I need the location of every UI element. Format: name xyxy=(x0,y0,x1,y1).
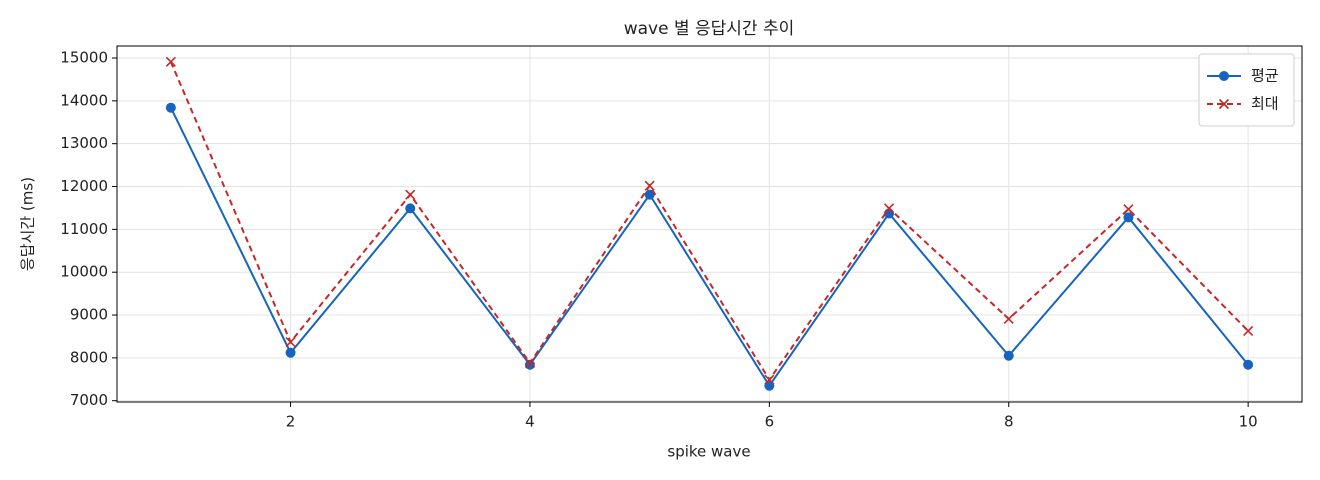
y-tick-label: 10000 xyxy=(60,263,108,281)
y-axis-label: 응답시간 (ms) xyxy=(19,177,37,271)
y-tick-label: 7000 xyxy=(70,391,108,409)
chart-title: wave 별 응답시간 추이 xyxy=(624,19,795,39)
plot-frame xyxy=(116,45,1303,403)
marker xyxy=(883,203,895,214)
x-tick-label: 4 xyxy=(525,413,535,431)
marker xyxy=(285,336,296,348)
plot xyxy=(165,56,1254,391)
x-tick-label: 10 xyxy=(1239,413,1258,431)
marker xyxy=(285,347,296,358)
marker xyxy=(1123,204,1134,215)
x-tick-label: 2 xyxy=(286,413,296,431)
x-tick-label: 6 xyxy=(765,413,775,431)
marker xyxy=(1218,98,1230,110)
grid xyxy=(117,46,1302,402)
marker xyxy=(1219,71,1229,81)
marker xyxy=(524,357,536,369)
legend-box xyxy=(1198,53,1295,127)
series-line xyxy=(169,107,1249,388)
legend-label: 최대 xyxy=(1251,95,1279,113)
y-tick-label: 13000 xyxy=(60,134,108,152)
marker xyxy=(165,56,176,67)
legend-label: 평균 xyxy=(1251,67,1279,85)
marker xyxy=(1123,212,1134,223)
x-axis-label: spike wave xyxy=(667,443,750,461)
y-tick-label: 14000 xyxy=(60,91,108,109)
marker xyxy=(1003,313,1014,324)
marker xyxy=(644,180,655,191)
y-tick-label: 8000 xyxy=(70,348,108,366)
marker xyxy=(764,374,775,385)
marker xyxy=(1243,325,1254,336)
marker xyxy=(1003,350,1014,361)
y-tick-label: 9000 xyxy=(70,306,108,324)
y-tick-label: 12000 xyxy=(60,177,108,195)
marker xyxy=(165,102,176,113)
marker xyxy=(1243,359,1254,370)
marker xyxy=(405,203,416,214)
marker xyxy=(644,189,655,200)
x-tick-label: 8 xyxy=(1004,413,1014,431)
y-tick-label: 15000 xyxy=(60,48,108,66)
y-tick-label: 11000 xyxy=(60,220,108,238)
marker xyxy=(405,189,416,200)
